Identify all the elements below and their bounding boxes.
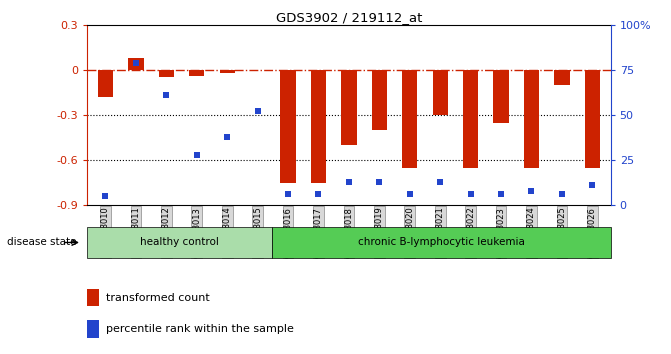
Bar: [372, 70, 387, 130]
Point: [344, 179, 354, 185]
Point: [131, 60, 142, 65]
Bar: [311, 70, 326, 183]
Bar: [524, 70, 539, 168]
Bar: [280, 70, 296, 183]
Point: [465, 192, 476, 197]
Point: [587, 183, 598, 188]
Point: [252, 109, 263, 114]
Point: [405, 192, 415, 197]
Bar: [402, 70, 417, 168]
Bar: [219, 70, 235, 73]
Bar: [87, 289, 99, 307]
Point: [526, 188, 537, 194]
Text: transformed count: transformed count: [106, 292, 209, 303]
Point: [191, 152, 202, 158]
Point: [313, 192, 324, 197]
Point: [496, 192, 507, 197]
Title: GDS3902 / 219112_at: GDS3902 / 219112_at: [276, 11, 422, 24]
Point: [374, 179, 384, 185]
Bar: [342, 70, 356, 145]
Bar: [189, 70, 205, 76]
Text: chronic B-lymphocytic leukemia: chronic B-lymphocytic leukemia: [358, 238, 525, 247]
Bar: [554, 70, 570, 85]
Point: [556, 192, 567, 197]
Bar: [98, 70, 113, 97]
Bar: [584, 70, 600, 168]
Text: percentile rank within the sample: percentile rank within the sample: [106, 324, 293, 335]
Point: [435, 179, 446, 185]
Point: [161, 92, 172, 98]
Bar: [159, 70, 174, 78]
Bar: [493, 70, 509, 122]
Bar: [87, 320, 99, 338]
Point: [100, 193, 111, 199]
Text: healthy control: healthy control: [140, 238, 219, 247]
Bar: [272, 227, 611, 258]
Bar: [463, 70, 478, 168]
Text: disease state: disease state: [7, 238, 76, 247]
Bar: [128, 58, 144, 70]
Point: [282, 192, 293, 197]
Bar: [433, 70, 448, 115]
Bar: [87, 227, 272, 258]
Point: [222, 134, 233, 139]
